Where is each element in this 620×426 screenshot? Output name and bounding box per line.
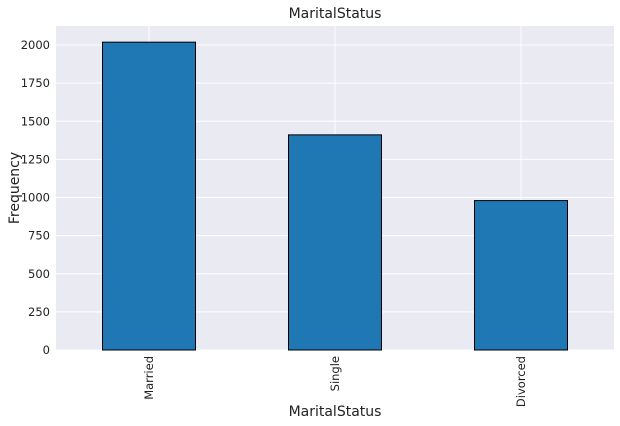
y-tick-label: 250 xyxy=(28,305,50,319)
y-tick-label: 1500 xyxy=(21,114,50,128)
chart-title: MaritalStatus xyxy=(289,6,382,22)
bar-married xyxy=(102,41,196,351)
y-tick-label: 0 xyxy=(43,343,50,357)
x-tick-label: Divorced xyxy=(514,356,528,407)
y-tick-label: 500 xyxy=(28,267,50,281)
x-axis-label: MaritalStatus xyxy=(289,404,382,420)
bars xyxy=(102,41,568,351)
bar-divorced xyxy=(474,200,568,351)
y-axis-ticks: 0 250 500 750 1000 1250 1500 1750 2000 xyxy=(21,38,50,357)
x-axis-ticks: Married Single Divorced xyxy=(142,356,528,407)
y-tick-label: 1000 xyxy=(21,191,50,205)
y-tick-label: 1250 xyxy=(21,152,50,166)
y-tick-label: 1750 xyxy=(21,76,50,90)
y-tick-label: 2000 xyxy=(21,38,50,52)
y-axis-label: Frequency xyxy=(7,152,23,224)
x-tick-label: Single xyxy=(328,356,342,391)
y-tick-label: 750 xyxy=(28,229,50,243)
bar-single xyxy=(288,134,382,351)
x-tick-label: Married xyxy=(142,356,156,400)
